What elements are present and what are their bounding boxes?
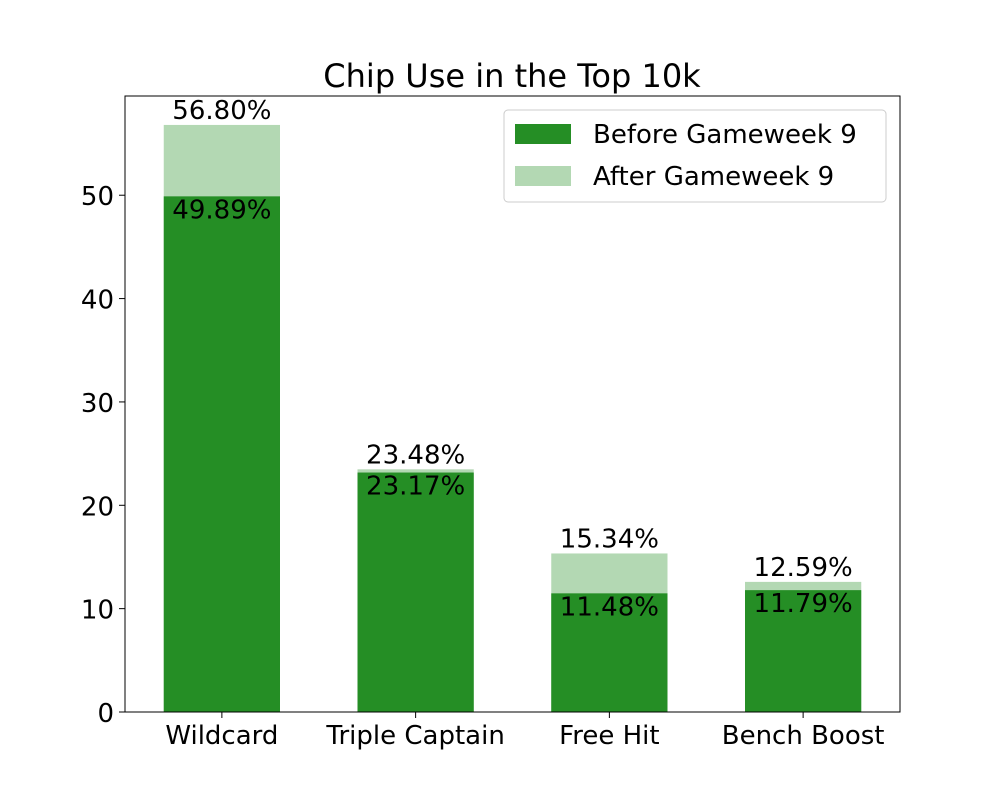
y-tick-label-20: 20 bbox=[81, 492, 114, 522]
data-label-before-2: 11.48% bbox=[560, 592, 659, 622]
data-label-after-0: 56.80% bbox=[172, 96, 271, 126]
y-tick-label-40: 40 bbox=[81, 286, 114, 316]
data-label-before-0: 49.89% bbox=[172, 195, 271, 225]
y-tick-label-30: 30 bbox=[81, 389, 114, 419]
bar-before-1 bbox=[357, 472, 474, 712]
y-tick-label-10: 10 bbox=[81, 596, 114, 626]
chart-title: Chip Use in the Top 10k bbox=[323, 57, 701, 95]
bar-before-3 bbox=[745, 590, 862, 712]
bar-before-0 bbox=[163, 196, 280, 712]
y-tick-label-50: 50 bbox=[81, 182, 114, 212]
plot-area: 56.80% 23.48% 15.34% 12.59% 49.89% 23.17% 11.4… bbox=[81, 96, 885, 751]
x-tick-label-3: Bench Boost bbox=[722, 721, 885, 751]
data-label-after-1: 23.48% bbox=[366, 440, 465, 470]
legend-box bbox=[503, 109, 887, 203]
data-label-before-3: 11.79% bbox=[754, 589, 853, 619]
x-tick-label-1: Triple Captain bbox=[325, 721, 504, 751]
legend: Before Gameweek 9 After Gameweek 9 bbox=[503, 109, 887, 203]
data-label-after-3: 12.59% bbox=[754, 553, 853, 583]
data-label-before-1: 23.17% bbox=[366, 472, 465, 502]
legend-label-0: Before Gameweek 9 bbox=[593, 120, 857, 150]
legend-swatch-1 bbox=[515, 166, 571, 186]
data-label-after-2: 15.34% bbox=[560, 524, 659, 554]
bar-before-2 bbox=[551, 593, 668, 712]
legend-label-1: After Gameweek 9 bbox=[593, 162, 834, 192]
x-tick-label-2: Free Hit bbox=[559, 721, 659, 751]
y-tick-label-0: 0 bbox=[97, 699, 114, 729]
legend-swatch-0 bbox=[515, 124, 571, 144]
x-tick-label-0: Wildcard bbox=[165, 721, 278, 751]
plot-frame bbox=[124, 95, 901, 713]
